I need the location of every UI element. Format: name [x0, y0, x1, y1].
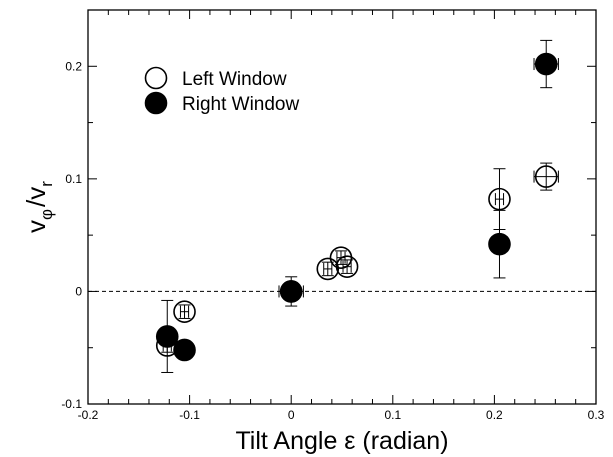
- legend-marker-left-window: [144, 66, 168, 90]
- legend-label-right-window: Right Window: [182, 94, 299, 115]
- x-tick-label: 0: [288, 408, 295, 422]
- point-right-window: [488, 209, 511, 279]
- filled-circle-marker: [155, 325, 179, 348]
- point-left-window: [335, 255, 359, 278]
- data-points: [155, 39, 559, 373]
- filled-circle-marker: [279, 280, 303, 303]
- y-axis-title-sub-r: r: [37, 181, 56, 187]
- open-circle-marker: [316, 257, 340, 281]
- y-axis-title-main: v: [21, 220, 51, 233]
- point-right-window: [173, 338, 196, 362]
- point-left-window: [173, 300, 196, 323]
- y-tick-label: 0: [75, 284, 82, 298]
- point-right-window: [278, 276, 304, 307]
- point-right-window: [155, 299, 179, 373]
- y-axis-title-sub-phi: φ: [37, 209, 56, 220]
- x-tick-label: 0.3: [588, 408, 605, 422]
- y-axis-title: vφ/vr: [21, 181, 56, 233]
- x-tick-label: -0.1: [179, 408, 200, 422]
- point-right-window: [533, 39, 559, 89]
- open-circle-marker: [173, 300, 196, 323]
- open-circle-marker: [534, 165, 558, 188]
- plot-frame: [87, 9, 597, 405]
- open-circle-marker: [335, 255, 359, 278]
- x-tick-label: 0.1: [384, 408, 401, 422]
- axis-ticks: [87, 9, 597, 405]
- y-tick-label: 0.1: [65, 172, 82, 186]
- filled-circle-marker: [173, 338, 196, 362]
- point-left-window: [533, 162, 559, 191]
- x-axis-title: Tilt Angle ε (radian): [235, 427, 448, 455]
- tick-labels: -0.2 -0.1 0 0.1 0.2 0.3-0.100.10.2: [61, 59, 604, 422]
- x-tick-label: -0.2: [78, 408, 99, 422]
- x-tick-label: 0.2: [486, 408, 503, 422]
- filled-circle-marker: [534, 52, 558, 76]
- point-left-window: [316, 257, 340, 281]
- legend-label-left-window: Left Window: [182, 69, 287, 90]
- y-tick-label: -0.1: [61, 397, 82, 411]
- y-tick-label: 0.2: [65, 59, 82, 73]
- legend: Left Window Right Window: [144, 66, 299, 115]
- filled-circle-marker: [488, 232, 511, 256]
- legend-marker-right-window: [144, 91, 168, 115]
- y-axis-title-slash: /v: [21, 187, 51, 207]
- open-circle-marker: [488, 187, 511, 211]
